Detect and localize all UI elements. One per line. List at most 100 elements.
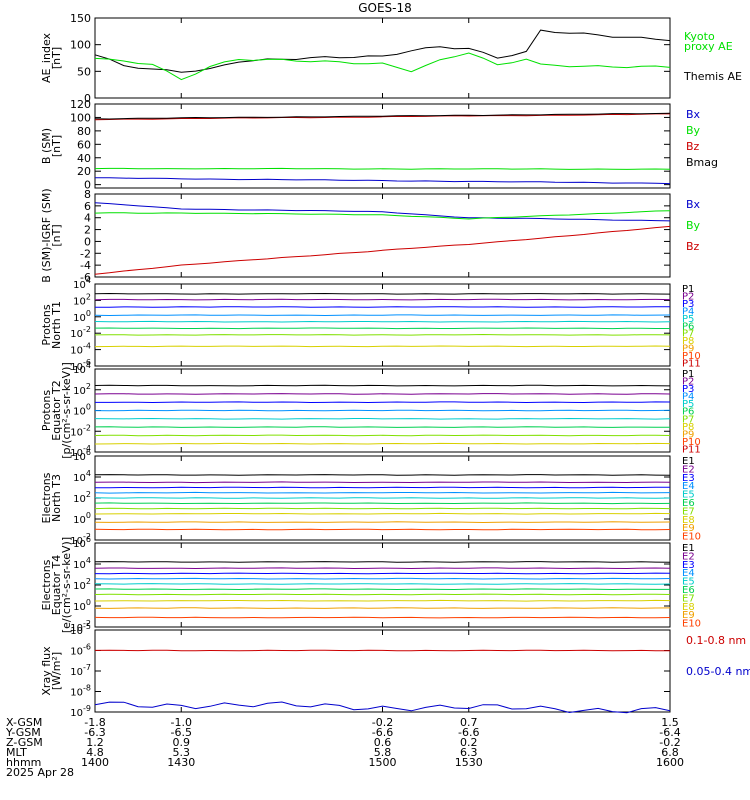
series-label: E2 bbox=[682, 464, 695, 475]
series-e10 bbox=[94, 616, 671, 619]
series-label: E10 bbox=[682, 619, 701, 630]
date-label: 2025 Apr 28 bbox=[6, 766, 74, 779]
series-label: P3 bbox=[682, 299, 694, 310]
x-tick-value: -6.4 bbox=[659, 726, 680, 739]
x-tick-value: 4.8 bbox=[86, 746, 104, 759]
series-bz bbox=[94, 113, 670, 121]
y-tick-label: 100 bbox=[73, 511, 91, 526]
series-bx bbox=[94, 202, 671, 222]
x-tick-value: 1600 bbox=[656, 756, 684, 769]
series-label: E9 bbox=[682, 523, 695, 534]
y-tick-label: 10-6 bbox=[70, 643, 91, 658]
series-p4 bbox=[94, 314, 671, 317]
y-axis-title: Xray flux bbox=[40, 646, 53, 696]
y-tick-label: 102 bbox=[73, 577, 91, 592]
series-label: P5 bbox=[682, 314, 694, 325]
y-tick-label: 102 bbox=[73, 292, 91, 307]
y-tick-label: 10-6 bbox=[70, 358, 91, 373]
x-tick-value: 5.3 bbox=[173, 746, 191, 759]
series-label: P11 bbox=[682, 359, 701, 370]
y-tick-label: 80 bbox=[77, 125, 91, 138]
x-tick-value: 0.7 bbox=[460, 716, 478, 729]
y-tick-label: -4 bbox=[80, 259, 91, 272]
y-axis-title: Electrons bbox=[40, 472, 53, 523]
series-by bbox=[94, 210, 671, 220]
series-label: P2 bbox=[682, 291, 694, 302]
y-tick-label: 50 bbox=[77, 65, 91, 78]
panel-frame bbox=[94, 542, 671, 628]
x-row-label: X-GSM bbox=[6, 716, 42, 729]
series-e9 bbox=[94, 607, 671, 609]
series-label: E4 bbox=[682, 568, 695, 579]
series-p7 bbox=[94, 434, 671, 437]
series-p5 bbox=[94, 417, 671, 420]
series-p2 bbox=[94, 298, 671, 301]
y-tick-label: 104 bbox=[73, 361, 91, 376]
series-label: E3 bbox=[682, 560, 695, 571]
y-axis-title: [nT] bbox=[50, 224, 63, 246]
series-label: E2 bbox=[682, 551, 695, 562]
y-tick-label: 100 bbox=[73, 598, 91, 613]
series-p6 bbox=[94, 426, 670, 428]
series-bx bbox=[94, 177, 671, 185]
x-tick-value: -0.2 bbox=[372, 716, 393, 729]
x-tick-value: -6.3 bbox=[84, 726, 105, 739]
series-label: P10 bbox=[682, 437, 701, 448]
y-tick-label: 2 bbox=[84, 224, 91, 237]
x-tick-value: 6.3 bbox=[460, 746, 478, 759]
series-themis-ae bbox=[94, 29, 671, 73]
series-e7 bbox=[94, 507, 671, 510]
series-label: E1 bbox=[682, 543, 695, 554]
series-label: P9 bbox=[682, 429, 694, 440]
series-label: 0.1-0.8 nm bbox=[686, 634, 746, 647]
x-tick-value: 6.8 bbox=[661, 746, 679, 759]
series-label: P7 bbox=[682, 329, 694, 340]
series-label: P7 bbox=[682, 414, 694, 425]
series-by bbox=[94, 167, 671, 170]
series-label: P5 bbox=[682, 399, 694, 410]
y-tick-label: 120 bbox=[70, 98, 91, 111]
x-row-label: MLT bbox=[6, 746, 27, 759]
series-p7 bbox=[94, 333, 671, 336]
y-axis-title: [W/m²] bbox=[50, 652, 63, 690]
series-e2 bbox=[94, 567, 671, 570]
y-tick-label: 104 bbox=[73, 556, 91, 571]
series-label: E6 bbox=[682, 585, 695, 596]
series-kyoto-proxy-ae bbox=[94, 52, 671, 81]
series-label: P9 bbox=[682, 344, 694, 355]
series-e6 bbox=[94, 502, 671, 505]
series-e3 bbox=[95, 486, 671, 489]
series-e2 bbox=[94, 481, 671, 484]
y-tick-label: 104 bbox=[73, 276, 91, 291]
series-label: P1 bbox=[682, 284, 694, 295]
y-tick-label: 106 bbox=[73, 535, 91, 550]
y-tick-label: 102 bbox=[73, 490, 91, 505]
y-tick-label: 10-7 bbox=[70, 663, 91, 678]
series-label: By bbox=[686, 124, 701, 137]
y-axis-title: [e/(cm²-s-sr-keV)] bbox=[60, 537, 73, 633]
series-label: P6 bbox=[682, 407, 694, 418]
y-axis-title: Equator T4 bbox=[50, 555, 63, 615]
y-tick-label: 100 bbox=[70, 111, 91, 124]
y-axis-title: North T3 bbox=[50, 474, 63, 522]
y-tick-label: 6 bbox=[84, 200, 91, 213]
series-p5 bbox=[94, 320, 671, 323]
legend-item: Kyoto bbox=[684, 30, 715, 43]
y-tick-label: -6 bbox=[80, 271, 91, 284]
series-label: E10 bbox=[682, 532, 701, 543]
y-axis-title: [nT] bbox=[50, 135, 63, 157]
x-tick-value: 0.2 bbox=[460, 736, 478, 749]
series-label: E4 bbox=[682, 481, 695, 492]
x-tick-value: 1400 bbox=[81, 756, 109, 769]
y-axis-title: B (SM)-IGRF (SM) bbox=[40, 188, 53, 282]
series-label: P10 bbox=[682, 351, 701, 362]
y-tick-label: 60 bbox=[77, 138, 91, 151]
series-p4 bbox=[94, 409, 671, 412]
y-tick-label: 104 bbox=[73, 469, 91, 484]
panel-7: 10-2100102104106E1E2E3E4E5E6E7E8E9E10Ele… bbox=[40, 535, 701, 634]
